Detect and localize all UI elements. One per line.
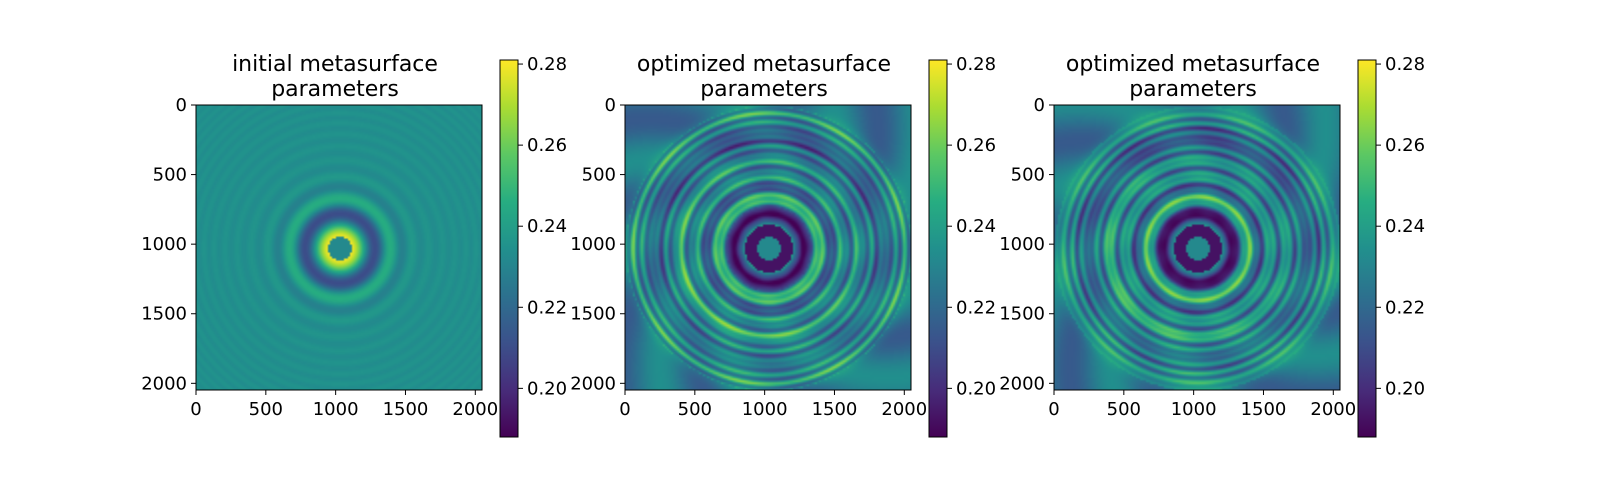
y-tick-label: 0 <box>176 95 187 116</box>
colorbar-tick-label: 0.22 <box>956 297 996 318</box>
y-tick-label: 1500 <box>141 304 187 325</box>
x-tick-label: 1000 <box>742 399 788 420</box>
y-tick-label: 2000 <box>141 373 187 394</box>
x-tick-label: 1000 <box>1171 399 1217 420</box>
colorbar-tick-label: 0.26 <box>527 135 567 156</box>
x-tick-label: 1500 <box>812 399 858 420</box>
heatmap-image <box>196 105 482 390</box>
y-tick-label: 1000 <box>141 234 187 255</box>
y-tick-label: 500 <box>153 165 187 186</box>
colorbar-tick-label: 0.28 <box>1385 54 1425 75</box>
x-tick-label: 2000 <box>881 399 927 420</box>
y-tick-label: 500 <box>582 165 616 186</box>
axes-frame <box>1053 104 1341 391</box>
heatmap-image <box>1054 105 1340 390</box>
x-tick-label: 2000 <box>1310 399 1356 420</box>
x-tick-label: 0 <box>619 399 630 420</box>
colorbar-tick-label: 0.24 <box>956 216 996 237</box>
x-tick-label: 0 <box>1048 399 1059 420</box>
colorbar-tick-label: 0.28 <box>956 54 996 75</box>
y-tick-label: 1000 <box>999 234 1045 255</box>
y-tick-label: 2000 <box>999 373 1045 394</box>
axes-frame <box>195 104 483 391</box>
colorbar <box>928 59 948 438</box>
x-tick-label: 0 <box>190 399 201 420</box>
colorbar-tick-label: 0.24 <box>527 216 567 237</box>
colorbar-tick-label: 0.20 <box>1385 378 1425 399</box>
panel-title: optimized metasurface parameters <box>637 52 891 102</box>
y-tick-label: 1000 <box>570 234 616 255</box>
panel-title: optimized metasurface parameters <box>1066 52 1320 102</box>
y-tick-label: 0 <box>605 95 616 116</box>
axes-frame <box>624 104 912 391</box>
colorbar-tick-label: 0.24 <box>1385 216 1425 237</box>
colorbar-tick-label: 0.28 <box>527 54 567 75</box>
panel-1: initial metasurface parameters 0 500 1000 150… <box>141 52 567 438</box>
x-tick-label: 1500 <box>1241 399 1287 420</box>
y-tick-label: 500 <box>1011 165 1045 186</box>
colorbar-tick-label: 0.22 <box>527 297 567 318</box>
panel-3: optimized metasurface parameters 0 500 1000 1… <box>999 52 1425 438</box>
y-tick-label: 1500 <box>999 304 1045 325</box>
colorbar-tick-label: 0.20 <box>956 378 996 399</box>
panel-2: optimized metasurface parameters 0 500 1000 1… <box>570 52 996 438</box>
y-tick-label: 0 <box>1034 95 1045 116</box>
x-tick-label: 500 <box>678 399 712 420</box>
colorbar-tick-label: 0.22 <box>1385 297 1425 318</box>
colorbar <box>499 59 519 438</box>
heatmap-image <box>625 105 911 390</box>
y-tick-label: 2000 <box>570 373 616 394</box>
y-tick-label: 1500 <box>570 304 616 325</box>
x-tick-label: 500 <box>249 399 283 420</box>
x-tick-label: 500 <box>1107 399 1141 420</box>
colorbar-tick-label: 0.20 <box>527 378 567 399</box>
colorbar <box>1357 59 1377 438</box>
x-tick-label: 1500 <box>383 399 429 420</box>
panel-title: initial metasurface parameters <box>232 52 438 102</box>
x-tick-label: 1000 <box>313 399 359 420</box>
colorbar-tick-label: 0.26 <box>1385 135 1425 156</box>
x-tick-label: 2000 <box>452 399 498 420</box>
colorbar-tick-label: 0.26 <box>956 135 996 156</box>
